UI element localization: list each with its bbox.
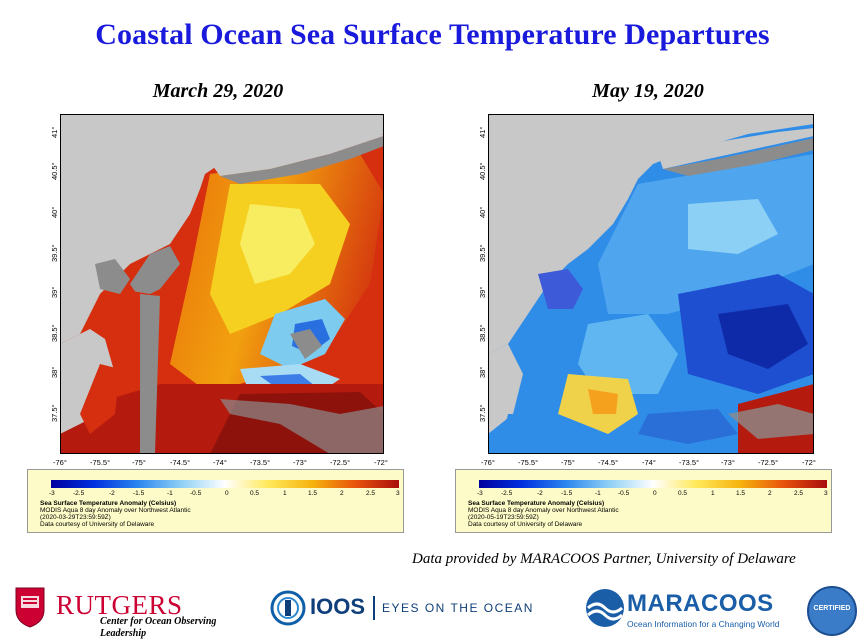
lat-tick-left-1: 40.5° (50, 162, 59, 180)
lon-tick-left-3: -74.5° (170, 458, 191, 467)
ioos-logo: IOOS EYES ON THE OCEAN (270, 590, 570, 630)
legend-line1-march: MODIS Aqua 8 day Anomaly over Northwest … (40, 507, 191, 514)
legend-tick-march-12: 3 (396, 490, 400, 497)
legend-tick-march-10: 2 (340, 490, 344, 497)
lon-tick-left-1: -75.5° (90, 458, 111, 467)
lat-tick-right-6: 38° (478, 366, 487, 378)
legend-tick-march-5: -0.5 (190, 490, 202, 497)
legend-tick-may-1: -2.5 (501, 490, 513, 497)
lon-tick-left-2: -75° (132, 458, 146, 467)
legend-line3-march: Data courtesy of University of Delaware (40, 521, 155, 528)
legend-march: -3 -2.5 -2 -1.5 -1 -0.5 0 0.5 1 1.5 2 2.… (27, 469, 404, 533)
ioos-tagline: EYES ON THE OCEAN (382, 601, 534, 615)
sst-map-march (60, 114, 384, 454)
legend-tick-may-9: 1.5 (736, 490, 746, 497)
lon-tick-right-6: -73° (721, 458, 735, 467)
legend-tick-march-6: 0 (225, 490, 229, 497)
maracoos-wave-icon (586, 589, 624, 627)
legend-tick-march-3: -1.5 (133, 490, 145, 497)
lon-tick-left-4: -74° (213, 458, 227, 467)
sst-map-march-graphic (60, 114, 384, 454)
rutgers-shield-icon (15, 587, 45, 628)
maracoos-tagline: Ocean Information for a Changing World (627, 619, 780, 629)
lat-tick-right-0: 41° (478, 126, 487, 138)
legend-title-march: Sea Surface Temperature Anomaly (Celsius… (40, 500, 177, 507)
legend-tick-may-10: 2 (768, 490, 772, 497)
lat-tick-right-3: 39.5° (478, 244, 487, 262)
lat-tick-left-4: 39° (50, 286, 59, 298)
certified-text: CERTIFIED (813, 605, 851, 612)
lat-tick-right-2: 40° (478, 206, 487, 218)
maracoos-logo: MARACOOS Ocean Information for a Changin… (585, 586, 860, 638)
colorbar-march (51, 480, 399, 488)
legend-tick-may-12: 3 (824, 490, 828, 497)
legend-tick-march-1: -2.5 (73, 490, 85, 497)
legend-tick-march-0: -3 (49, 490, 55, 497)
lat-tick-left-6: 38° (50, 366, 59, 378)
lon-tick-right-8: -72° (802, 458, 816, 467)
lon-tick-left-5: -73.5° (250, 458, 271, 467)
sst-map-may-graphic (488, 114, 814, 454)
lon-tick-left-0: -76° (53, 458, 67, 467)
legend-tick-may-2: -2 (537, 490, 543, 497)
rutgers-wordmark: RUTGERS (56, 590, 183, 620)
lon-tick-right-1: -75.5° (518, 458, 539, 467)
certified-seal: CERTIFIED (807, 586, 857, 636)
lat-tick-left-3: 39.5° (50, 244, 59, 262)
rutgers-logo: RUTGERS Center for Ocean Observing Leade… (14, 586, 229, 639)
legend-tick-may-3: -1.5 (561, 490, 573, 497)
lon-tick-left-7: -72.5° (330, 458, 351, 467)
legend-tick-may-8: 1 (711, 490, 715, 497)
legend-tick-may-0: -3 (477, 490, 483, 497)
legend-tick-may-4: -1 (595, 490, 601, 497)
page-title: Coastal Ocean Sea Surface Temperature De… (95, 18, 770, 51)
legend-line2-march: (2020-03-29T23:59:59Z) (40, 514, 111, 521)
colorbar-may (479, 480, 827, 488)
ioos-emblem-icon (270, 590, 306, 626)
lon-tick-left-6: -73° (293, 458, 307, 467)
legend-tick-march-4: -1 (167, 490, 173, 497)
legend-tick-may-5: -0.5 (618, 490, 630, 497)
legend-may: -3 -2.5 -2 -1.5 -1 -0.5 0 0.5 1 1.5 2 2.… (455, 469, 832, 533)
legend-line3-may: Data courtesy of University of Delaware (468, 521, 583, 528)
sst-map-may (488, 114, 814, 454)
legend-tick-march-9: 1.5 (308, 490, 318, 497)
legend-tick-may-7: 0.5 (678, 490, 688, 497)
lon-tick-right-7: -72.5° (758, 458, 779, 467)
legend-tick-march-7: 0.5 (250, 490, 260, 497)
legend-tick-march-11: 2.5 (366, 490, 376, 497)
lat-tick-right-7: 37.5° (478, 404, 487, 422)
lat-tick-left-0: 41° (50, 126, 59, 138)
lon-tick-right-3: -74.5° (598, 458, 619, 467)
lat-tick-left-5: 38.5° (50, 324, 59, 342)
maracoos-wordmark: MARACOOS (627, 590, 774, 617)
legend-line1-may: MODIS Aqua 8 day Anomaly over Northwest … (468, 507, 619, 514)
map-date-right: May 19, 2020 (592, 80, 704, 102)
legend-tick-march-8: 1 (283, 490, 287, 497)
rutgers-sub-1: Center for Ocean Observing (100, 616, 217, 627)
lat-tick-right-4: 39° (478, 286, 487, 298)
lat-tick-left-2: 40° (50, 206, 59, 218)
legend-title-may: Sea Surface Temperature Anomaly (Celsius… (468, 500, 605, 507)
lon-tick-right-2: -75° (561, 458, 575, 467)
lat-tick-left-7: 37.5° (50, 404, 59, 422)
lon-tick-right-4: -74° (642, 458, 656, 467)
data-credit: Data provided by MARACOOS Partner, Unive… (412, 551, 796, 567)
legend-tick-may-6: 0 (653, 490, 657, 497)
lat-tick-right-5: 38.5° (478, 324, 487, 342)
lon-tick-left-8: -72° (374, 458, 388, 467)
ioos-divider (373, 596, 375, 620)
map-date-left: March 29, 2020 (152, 80, 284, 102)
lon-tick-right-5: -73.5° (679, 458, 700, 467)
legend-tick-may-11: 2.5 (794, 490, 804, 497)
legend-tick-march-2: -2 (109, 490, 115, 497)
lon-tick-right-0: -76° (481, 458, 495, 467)
lat-tick-right-1: 40.5° (478, 162, 487, 180)
rutgers-sub-2: Leadership (100, 628, 147, 639)
ioos-wordmark: IOOS (310, 594, 366, 619)
legend-line2-may: (2020-05-19T23:59:59Z) (468, 514, 539, 521)
